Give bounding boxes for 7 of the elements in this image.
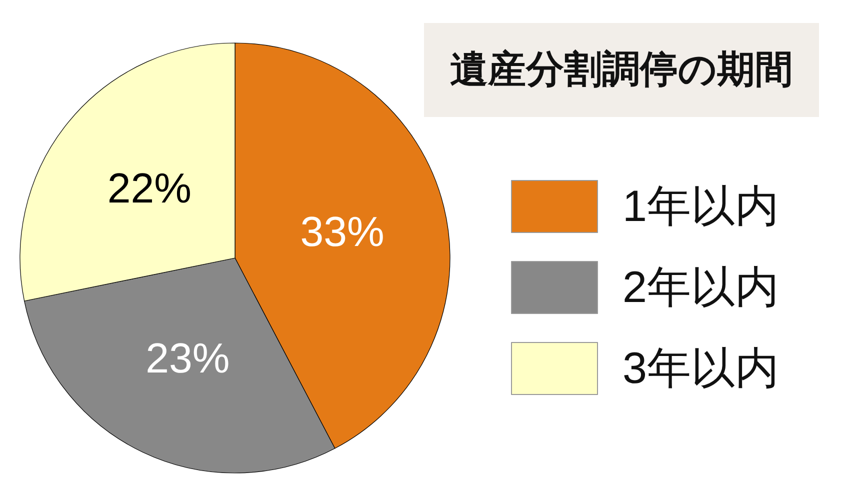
- legend-label: 2年以内: [622, 263, 779, 312]
- data-label: 33%: [300, 208, 384, 256]
- legend-label: 1年以内: [622, 182, 779, 231]
- chart-title: 遺産分割調停の期間: [450, 48, 793, 91]
- legend-label: 3年以内: [622, 344, 779, 393]
- data-label: 23%: [146, 334, 230, 382]
- data-label: 22%: [107, 164, 192, 212]
